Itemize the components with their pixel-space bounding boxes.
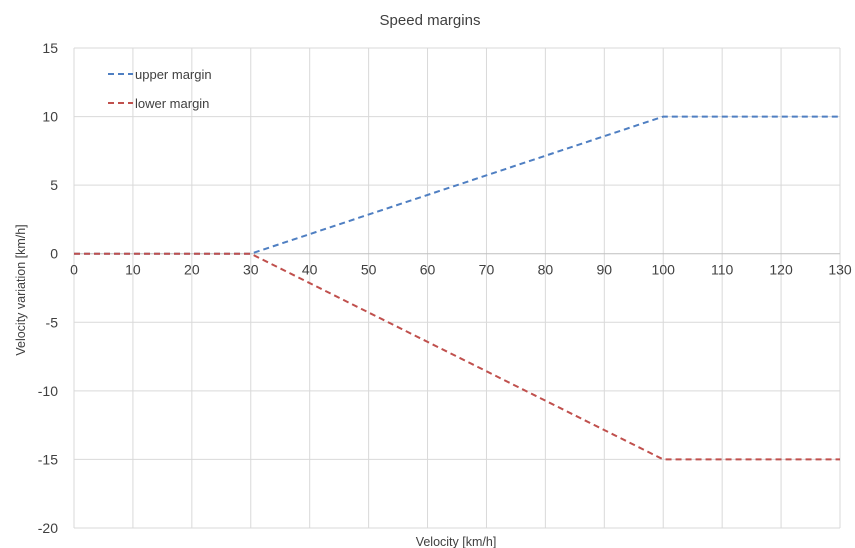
x-tick-label: 30: [243, 262, 259, 278]
x-tick-label: 80: [538, 262, 554, 278]
y-tick-label: -5: [46, 314, 59, 330]
y-axis-label: Velocity variation [km/h]: [14, 224, 28, 355]
legend-label: lower margin: [135, 96, 209, 111]
x-tick-label: 70: [479, 262, 495, 278]
grid: [73, 47, 841, 529]
series-lines: [74, 115, 840, 461]
x-tick-label: 40: [302, 262, 318, 278]
x-tick-label: 0: [70, 262, 78, 278]
y-tick-label: 15: [42, 40, 58, 56]
y-tick-label: 10: [42, 109, 58, 125]
x-tick-label: 100: [652, 262, 676, 278]
x-tick-label: 130: [828, 262, 852, 278]
y-tick-label: 0: [50, 246, 58, 262]
x-tick-label: 20: [184, 262, 200, 278]
legend-label: upper margin: [135, 67, 212, 82]
y-tick-label: -15: [38, 451, 58, 467]
x-tick-label: 110: [711, 262, 734, 278]
x-tick-label: 10: [125, 262, 141, 278]
x-tick-label: 120: [769, 262, 793, 278]
chart-title: Speed margins: [380, 12, 481, 29]
x-tick-label: 90: [597, 262, 613, 278]
legend-item: upper margin: [108, 67, 212, 82]
x-axis-label: Velocity [km/h]: [416, 535, 497, 548]
y-tick-labels: 15 10 5 0 -5 -10 -15 -20: [38, 40, 58, 536]
series-line-lower-margin: [74, 252, 840, 461]
y-tick-label: 5: [50, 177, 58, 193]
legend-item: lower margin: [108, 96, 209, 111]
legend: upper margin lower margin: [108, 67, 212, 111]
x-tick-label: 60: [420, 262, 436, 278]
x-tick-labels: 0 10 20 30 40 50 60 70 80 90 100 110 120 130: [70, 262, 852, 278]
y-tick-label: -20: [38, 520, 58, 536]
series-line-upper-margin: [74, 115, 840, 255]
x-tick-label: 50: [361, 262, 377, 278]
y-tick-label: -10: [38, 383, 58, 399]
